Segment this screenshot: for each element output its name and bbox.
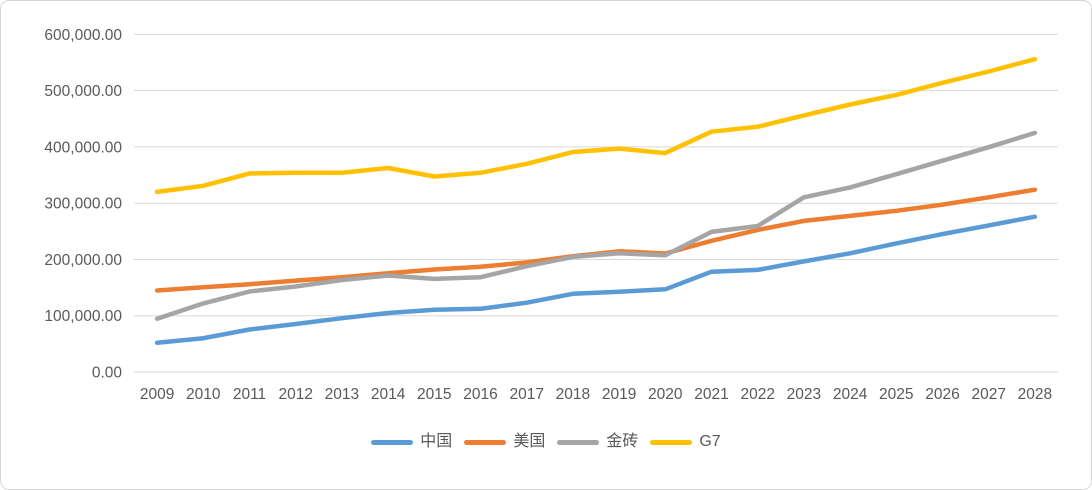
x-axis-tick-label: 2014 (371, 386, 406, 403)
legend-swatch-g7 (650, 439, 693, 445)
series-line-g7 (154, 56, 1038, 195)
x-axis-tick-label: 2009 (140, 386, 174, 403)
legend-label-brics: 金砖 (606, 433, 639, 450)
x-axis-tick-label: 2022 (740, 386, 774, 403)
legend-item-china: 中国 (371, 434, 452, 450)
x-axis-tick-label: 2018 (556, 386, 590, 403)
legend-swatch-china (371, 439, 414, 445)
chart-legend: 中国 美国 金砖 G7 (1, 434, 1091, 450)
series-line-china (154, 214, 1038, 345)
y-axis-tick-label: 300,000.00 (44, 196, 122, 213)
x-axis-tick-label: 2011 (233, 386, 266, 403)
y-axis-tick-label: 0.00 (92, 365, 123, 382)
x-axis-tick-label: 2017 (509, 386, 543, 403)
y-axis-tick-label: 400,000.00 (44, 139, 122, 156)
y-axis-tick-label: 600,000.00 (44, 27, 122, 44)
x-axis-tick-label: 2016 (463, 386, 497, 403)
x-axis-tick-label: 2027 (971, 386, 1005, 403)
x-axis-tick-label: 2019 (602, 386, 636, 403)
y-axis-tick-label: 200,000.00 (44, 252, 122, 269)
legend-label-china: 中国 (420, 433, 453, 450)
x-axis-tick-label: 2021 (694, 386, 728, 403)
x-axis-tick-label: 2028 (1018, 386, 1052, 403)
legend-swatch-brics (557, 439, 600, 445)
legend-item-brics: 金砖 (557, 434, 638, 450)
x-axis-tick-label: 2015 (417, 386, 451, 403)
legend-item-g7: G7 (650, 433, 721, 450)
series-line-brics (154, 130, 1038, 322)
y-axis-tick-label: 500,000.00 (44, 83, 122, 100)
legend-label-g7: G7 (699, 433, 721, 450)
x-axis-tick-label: 2024 (833, 386, 868, 403)
legend-label-usa: 美国 (513, 433, 546, 450)
x-axis-tick-label: 2013 (325, 386, 359, 403)
x-axis-tick-label: 2020 (648, 386, 683, 403)
x-axis-tick-label: 2012 (278, 386, 312, 403)
legend-swatch-usa (464, 439, 507, 445)
legend-item-usa: 美国 (464, 434, 545, 450)
x-axis-tick-label: 2025 (879, 386, 913, 403)
x-axis-tick-label: 2026 (925, 386, 959, 403)
chart-plot-area: 0.00 100,000.00 200,000.00 300,000.00 400,00… (44, 27, 1058, 403)
x-axis-tick-label: 2023 (787, 386, 821, 403)
x-axis-tick-label: 2010 (186, 386, 221, 403)
y-axis-tick-label: 100,000.00 (44, 308, 122, 325)
